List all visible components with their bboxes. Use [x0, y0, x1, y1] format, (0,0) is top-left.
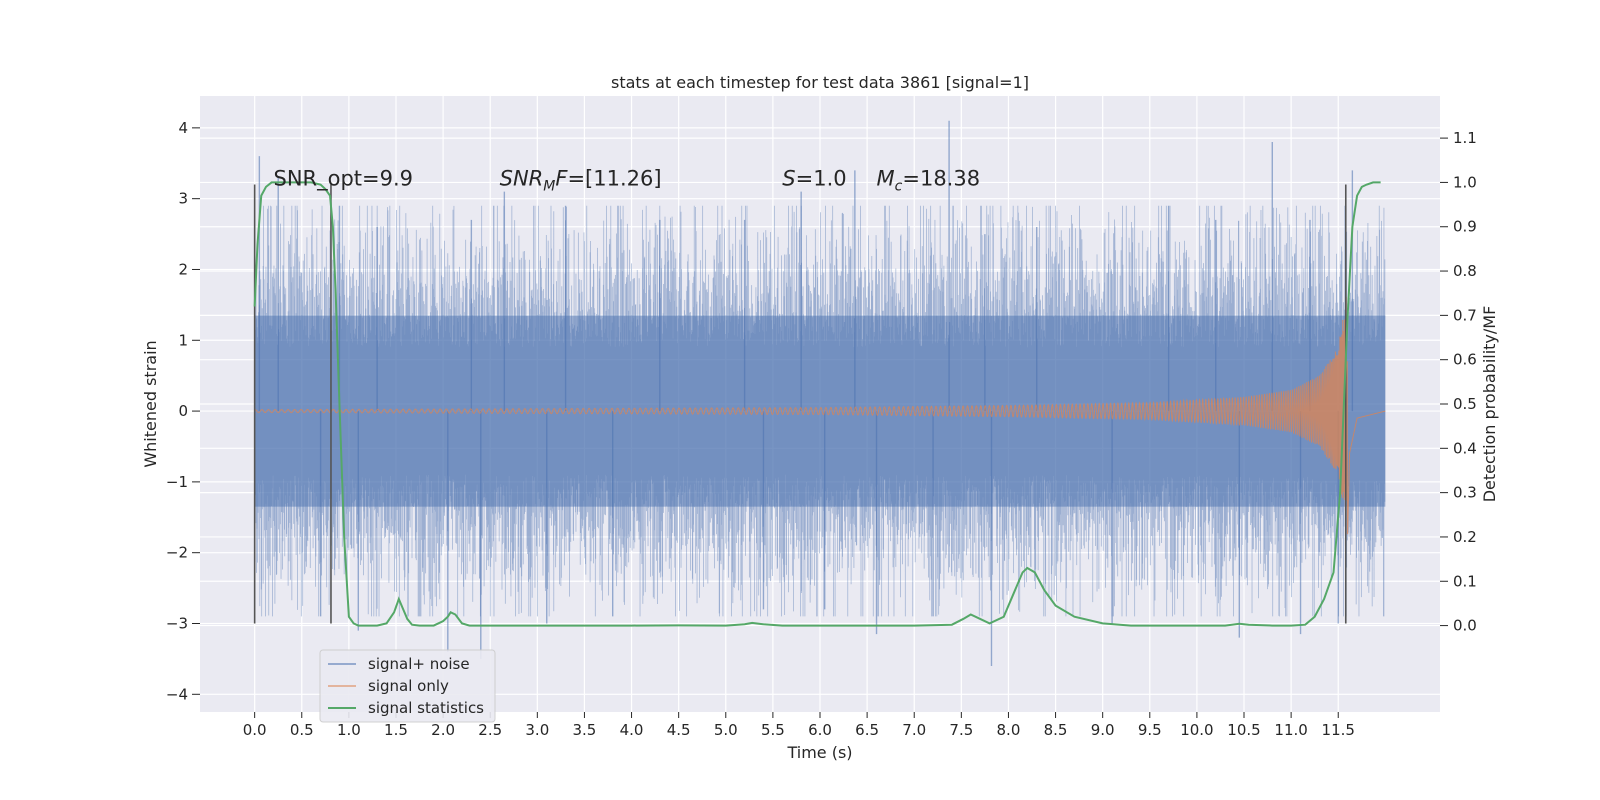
statistics-line [253, 181, 1381, 627]
annotation-3: Mc=18.38 [877, 166, 981, 194]
y-axis-left: −4 −3 −2 −1 0 1 2 3 4 [166, 119, 200, 703]
y-tick-label: −2 [166, 544, 188, 562]
chart-title: stats at each timestep for test data 386… [611, 73, 1029, 92]
y2-tick-label: 0.3 [1453, 484, 1477, 502]
y2-tick-label: 0.8 [1453, 262, 1477, 280]
y2-tick-label: 0.6 [1453, 351, 1477, 369]
x-tick-label: 8.0 [997, 721, 1021, 739]
x-tick-label: 0.5 [290, 721, 314, 739]
y-axis-label: Whitened strain [141, 340, 160, 467]
x-tick-label: 3.0 [525, 721, 549, 739]
x-tick-label: 5.0 [714, 721, 738, 739]
x-tick-label: 3.5 [573, 721, 597, 739]
y-tick-label: −4 [166, 685, 188, 703]
y2-tick-label: 0.4 [1453, 439, 1477, 457]
legend-label: signal statistics [368, 699, 484, 717]
annotation-0: SNR_opt=9.9 [273, 166, 413, 191]
x-tick-label: 8.5 [1044, 721, 1068, 739]
y2-tick-label: 1.1 [1453, 129, 1477, 147]
x-tick-label: 1.0 [337, 721, 361, 739]
y2-tick-label: 0.1 [1453, 572, 1477, 590]
x-tick-label: 11.5 [1322, 721, 1355, 739]
x-tick-label: 2.0 [431, 721, 455, 739]
signal-statistics-series [253, 181, 1381, 627]
y-tick-label: 3 [178, 190, 188, 208]
y2-axis-label: Detection probability/MF [1480, 306, 1499, 503]
legend-label: signal+ noise [368, 655, 470, 673]
x-tick-label: 7.0 [902, 721, 926, 739]
y-tick-label: 4 [178, 119, 188, 137]
x-tick-label: 9.0 [1091, 721, 1115, 739]
annotations: SNR_opt=9.9 SNRMF=[11.26] S=1.0 Mc=18.38 [273, 166, 980, 194]
x-tick-label: 6.5 [855, 721, 879, 739]
y-tick-label: 2 [178, 260, 188, 278]
y2-tick-label: 0.0 [1453, 617, 1477, 635]
legend: signal+ noise signal only signal statistic… [319, 649, 496, 723]
vertical-markers [253, 184, 1347, 624]
annotation-1: SNRMF=[11.26] [500, 166, 662, 194]
y-tick-label: 1 [178, 331, 188, 349]
y-axis-right: 0.0 0.1 0.2 0.3 0.4 0.5 0.6 0.7 0.8 0.9 1.0 1.1 [1440, 129, 1477, 635]
y-tick-label: −1 [166, 473, 188, 491]
y2-tick-label: 0.2 [1453, 528, 1477, 546]
x-tick-label: 2.5 [478, 721, 502, 739]
y-tick-label: −3 [166, 614, 188, 632]
x-tick-label: 4.5 [667, 721, 691, 739]
x-tick-label: 1.5 [384, 721, 408, 739]
y2-tick-label: 0.7 [1453, 306, 1477, 324]
legend-box [319, 649, 496, 723]
x-tick-label: 5.5 [761, 721, 785, 739]
y2-tick-label: 0.9 [1453, 218, 1477, 236]
x-tick-label: 4.0 [620, 721, 644, 739]
legend-label: signal only [368, 677, 449, 695]
x-tick-label: 10.0 [1180, 721, 1213, 739]
signal-only-series [254, 296, 1386, 535]
x-tick-label: 6.0 [808, 721, 832, 739]
y-tick-label: 0 [178, 402, 188, 420]
y2-tick-label: 0.5 [1453, 395, 1477, 413]
x-tick-label: 9.5 [1138, 721, 1162, 739]
x-axis: 0.0 0.5 1.0 1.5 2.0 2.5 3.0 3.5 4.0 4.5 5.0 5.5 6.0 6… [243, 712, 1355, 739]
x-tick-label: 10.5 [1227, 721, 1260, 739]
x-tick-label: 7.5 [949, 721, 973, 739]
chirp-trace [254, 296, 1386, 535]
annotation-2: S=1.0 [782, 166, 846, 190]
x-tick-label: 11.0 [1274, 721, 1307, 739]
x-axis-label: Time (s) [786, 743, 852, 762]
x-tick-label: 0.0 [243, 721, 267, 739]
y2-tick-label: 1.0 [1453, 173, 1477, 191]
